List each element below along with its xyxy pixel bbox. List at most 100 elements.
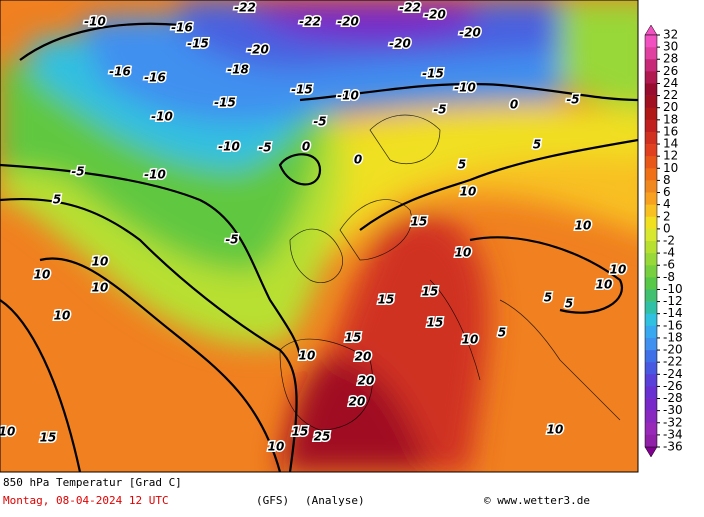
contour-label: -10 [218,140,240,154]
colorbar-swatch [645,277,657,290]
temperature-field: -20 -20-20-20-20-22-22-22-16-15-16 -16-18-… [0,0,638,472]
colorbar-swatch [645,228,657,242]
contour-label: -10 [144,168,166,182]
contour-label: -10 [454,81,476,95]
contour-label: 20 [349,395,366,409]
contour-label: -5 [71,165,84,179]
colorbar-label: -34 [663,427,683,441]
contour-label: -5 [258,141,271,155]
contour-label: -10 [151,110,173,124]
colorbar-label: 2 [663,209,671,223]
contour-label: 10 [455,246,472,260]
contour-label: 25 [314,430,331,444]
contour-label: 10 [610,263,627,277]
colorbar-label: -24 [663,367,683,381]
contour-label: -15 [214,96,236,110]
colorbar-label: -12 [663,294,683,308]
contour-label: -16 [109,65,131,79]
colorbar-label: 28 [663,52,678,66]
contour-label: -16 [144,71,166,85]
contour-label: 5 [544,291,552,305]
contour-label: 15 [40,431,57,445]
contour-label: 20 [358,374,375,388]
contour-label: 10 [92,281,109,295]
contour-label: -5 [225,233,238,247]
colorbar-label: 16 [663,124,678,138]
colorbar-label: 26 [663,64,678,78]
coastlines [279,114,621,431]
colorbar-swatch [645,192,657,205]
contour-label: 15 [422,285,439,299]
contour-label: 15 [378,293,395,307]
colorbar-label: -32 [663,415,683,429]
contour-label: 5 [53,193,61,207]
contour-label: 5 [458,158,466,172]
contour-label: -15 [187,37,209,51]
colorbar-swatch [645,350,657,363]
contour-label: -15 [422,67,444,81]
colorbar-swatch [645,131,657,145]
colorbar-label: -26 [663,379,683,393]
colorbar-swatch [645,156,657,169]
contour-label: 15 [345,331,362,345]
contour-label: -5 [566,93,579,107]
contour-label: 10 [34,268,51,282]
colorbar-label: 20 [663,100,678,114]
colorbar-label: -16 [663,318,683,332]
colorbar-bottom-arrow [644,446,658,458]
colorbar-swatch [645,71,657,84]
contour-label: 10 [460,185,477,199]
colorbar-swatch [645,253,657,266]
contour-label: 10 [596,278,613,292]
contour-label: -20 [389,37,411,51]
colorbar-label: 22 [663,88,678,102]
colorbar-swatch [645,337,657,351]
contour-label: 15 [427,316,444,330]
contour-label: 10 [547,423,564,437]
contour-label: -20 [459,26,481,40]
contour-label: -10 [337,89,359,103]
colorbar-label: 30 [663,40,678,54]
colorbar-label: -14 [663,306,683,320]
colorbar-swatch [645,95,657,109]
contour-lines [0,22,638,472]
contour-label: 0 [354,153,362,167]
colorbar-swatch [645,398,657,411]
contour-label: 5 [533,138,541,152]
colorbar-label: -2 [663,234,675,248]
contour-label: 5 [498,326,506,340]
contour-label: 10 [299,349,316,363]
colorbar-swatch [645,241,657,254]
colorbar: 32302826242220181614121086420-2-4-6-8-10… [644,24,683,458]
contour-label: -20 [337,15,359,29]
contour-label: 10 [268,440,285,454]
contour-label: 5 [565,297,573,311]
contour-label: -18 [227,63,249,77]
contour-label: -22 [299,15,321,29]
colorbar-swatch [645,35,657,48]
contour-label: 15 [411,215,428,229]
colorbar-swatch [645,204,657,218]
colorbar-swatch [645,216,657,230]
colorbar-swatch [645,83,657,96]
contour-label: -20 [247,43,269,57]
colorbar-label: 8 [663,173,671,187]
contour-label: -16 [171,21,193,35]
contour-label: -22 [234,1,256,15]
colorbar-label: -20 [663,343,683,357]
contour-label: 10 [575,219,592,233]
contour-label: 10 [54,309,71,323]
contour-label: -5 [313,115,326,129]
colorbar-swatch [645,265,657,278]
colorbar-label: -10 [663,282,683,296]
colorbar-label: 10 [663,161,678,175]
colorbar-swatch [645,410,657,424]
colorbar-label: 32 [663,28,678,42]
colorbar-label: -18 [663,330,683,344]
contour-label: 10 [0,425,15,439]
colorbar-label: -30 [663,403,683,417]
contour-label: 0 [302,140,310,154]
colorbar-label: -36 [663,440,683,454]
colorbar-swatch [645,301,657,315]
